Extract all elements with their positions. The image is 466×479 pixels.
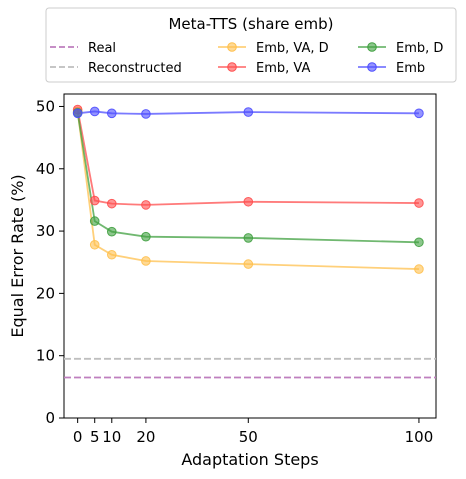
data-point-emb-va-d-5: [89, 239, 100, 250]
data-point-emb-va-d-50: [243, 259, 254, 269]
y-tick-label-40: 40: [36, 160, 55, 178]
data-point-emb-va-20: [141, 200, 151, 210]
x-tick-label-20: 20: [136, 428, 155, 446]
legend-label-real: Real: [88, 41, 116, 56]
legend-marker-emb-va-d: [227, 42, 237, 52]
data-point-emb-5: [89, 106, 100, 117]
series-line-emb-va-d: [76, 111, 419, 270]
legend-marker-emb: [367, 62, 377, 72]
data-point-emb-50: [243, 107, 254, 117]
data-point-emb-20: [141, 109, 151, 119]
legend-frame: [45, 7, 457, 83]
data-point-emb-d-10: [106, 226, 117, 237]
legend-title: Meta-TTS (share emb): [168, 15, 333, 33]
legend-label-emb-va-d: Emb, VA, D: [256, 41, 329, 56]
data-point-emb-d-20: [141, 231, 151, 242]
data-point-emb-d-100: [414, 237, 424, 248]
legend-entry-emb-d: Emb, D: [358, 41, 443, 56]
data-point-emb-va-d-20: [141, 256, 151, 266]
series-line-emb-d: [76, 112, 419, 244]
data-point-emb-0: [72, 108, 83, 119]
y-tick-label-10: 10: [36, 347, 55, 365]
data-point-emb-va-50: [243, 196, 254, 207]
legend-label-emb-d: Emb, D: [396, 41, 443, 56]
y-axis-label: Equal Error Rate (%): [8, 174, 27, 337]
x-tick-label-10: 10: [102, 428, 121, 446]
y-tick-label-30: 30: [36, 222, 55, 240]
y-tick-label-0: 0: [45, 409, 55, 427]
data-point-emb-va-5: [89, 195, 100, 206]
legend-label-emb: Emb: [396, 61, 425, 76]
legend-entry-emb-va-d: Emb, VA, D: [218, 41, 329, 56]
x-tick-label-100: 100: [405, 428, 434, 446]
data-point-emb-d-50: [243, 233, 254, 243]
data-point-emb-d-5: [89, 216, 100, 226]
y-tick-label-50: 50: [36, 97, 55, 115]
x-tick-label-50: 50: [239, 428, 258, 446]
legend-entry-emb: Emb: [358, 61, 425, 76]
data-point-emb-va-d-10: [106, 249, 117, 260]
legend-label-reconstructed: Reconstructed: [88, 61, 182, 76]
plot-area-frame: [63, 93, 437, 419]
legend-label-emb-va: Emb, VA: [256, 61, 310, 76]
data-point-emb-va-d-100: [414, 264, 424, 274]
y-tick-label-20: 20: [36, 284, 55, 302]
legend: Meta-TTS (share emb) Real Reconstructed Em…: [45, 7, 457, 83]
x-tick-label-0: 0: [73, 428, 83, 446]
series-line-emb-va: [76, 109, 419, 206]
data-point-emb-va-10: [106, 198, 117, 209]
data-point-emb-100: [414, 108, 424, 119]
legend-marker-emb-va: [227, 62, 237, 72]
legend-entry-real: Real: [50, 41, 116, 56]
x-axis-label: Adaptation Steps: [181, 450, 318, 469]
legend-entry-emb-va: Emb, VA: [218, 61, 310, 76]
data-point-emb-va-100: [414, 198, 424, 208]
legend-marker-emb-d: [367, 42, 377, 52]
legend-entry-reconstructed: Reconstructed: [50, 61, 182, 76]
x-tick-label-5: 5: [90, 428, 100, 446]
data-point-emb-10: [106, 108, 117, 119]
